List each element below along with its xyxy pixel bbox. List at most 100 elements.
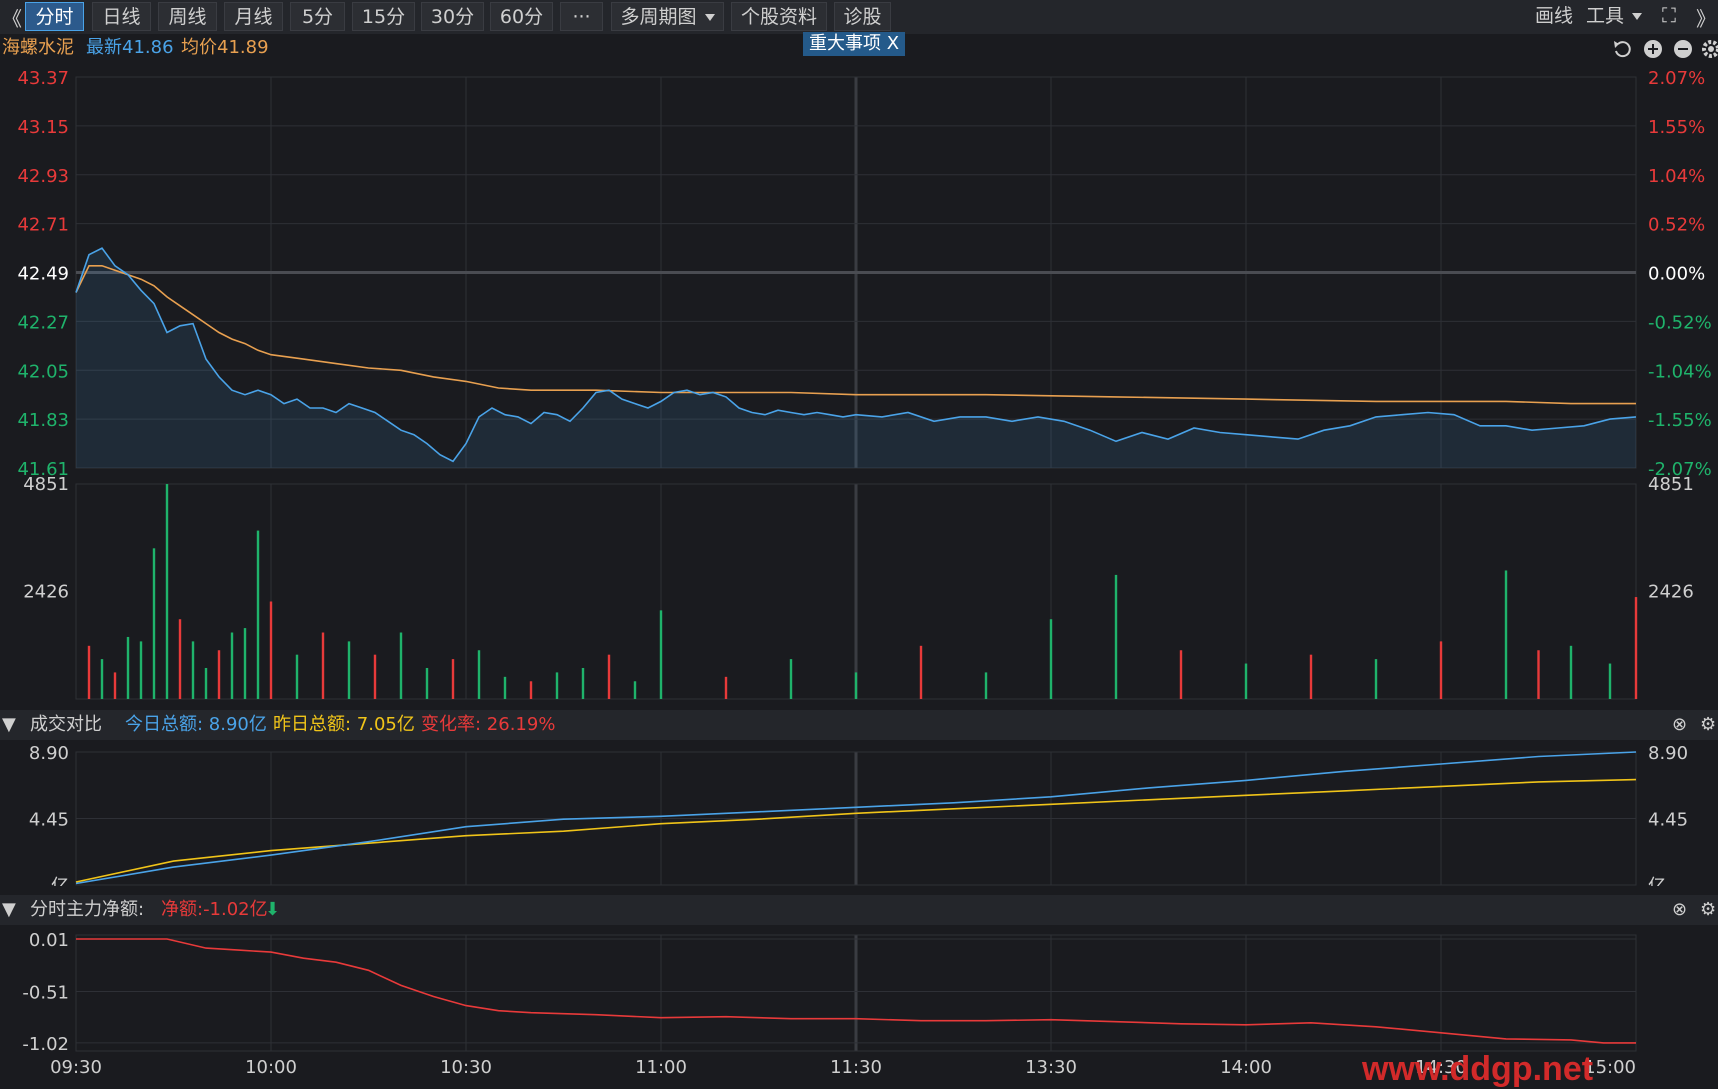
major-events-tag[interactable]: 重大事项 X: [803, 32, 905, 56]
tab-weekly[interactable]: 周线: [158, 2, 217, 31]
zoom-out-icon[interactable]: [1674, 40, 1692, 58]
tab-daily[interactable]: 日线: [92, 2, 151, 31]
average-price-line: [75, 265, 1636, 405]
volume-bar: [178, 619, 182, 699]
price-tick-label: 42.49: [17, 264, 69, 285]
percent-tick-label: 0.52%: [1648, 215, 1705, 236]
time-tick-label: 14:30: [1415, 1057, 1467, 1078]
tab-diagnosis[interactable]: 诊股: [834, 2, 891, 31]
volume-bar: [607, 654, 611, 699]
turnover-tick-label: 8.90: [1648, 743, 1688, 764]
more-periods-button[interactable]: ···: [560, 2, 603, 31]
volume-bar: [1439, 641, 1443, 699]
volume-bar: [529, 681, 533, 699]
percent-tick-label: -2.07%: [1648, 459, 1712, 480]
volume-bar: [633, 681, 637, 699]
price-tick-label: 42.05: [17, 361, 69, 382]
volume-bar: [152, 548, 156, 699]
volume-bar: [854, 672, 858, 699]
volume-bar: [659, 610, 663, 699]
volume-bar: [243, 628, 247, 699]
price-line: [75, 247, 1637, 463]
plot-border: [75, 934, 1637, 1052]
volume-bar: [1309, 654, 1313, 699]
percent-tick-label: 1.55%: [1648, 117, 1705, 138]
volume-bar: [1537, 650, 1540, 699]
turnover-compare-chart: 8.90 8.90 4.45 4.45 亿 亿: [29, 743, 1688, 886]
price-tick-label: 41.61: [17, 459, 69, 480]
volume-bar: [919, 645, 923, 699]
time-tick-label: 11:30: [830, 1057, 882, 1078]
volume-bar: [269, 601, 273, 699]
turnover-tick-label: 8.90: [29, 743, 69, 764]
tab-5min[interactable]: 5分: [290, 2, 345, 31]
tools-dropdown[interactable]: 工具: [1586, 2, 1643, 31]
tab-30min[interactable]: 30分: [421, 2, 484, 31]
volume-bar: [1504, 570, 1508, 699]
volume-bar: [503, 676, 507, 699]
multi-period-dropdown[interactable]: 多周期图: [611, 2, 724, 31]
tab-stock-profile[interactable]: 个股资料: [731, 2, 827, 31]
time-tick-label: 11:00: [635, 1057, 687, 1078]
turnover-tick-label: 4.45: [29, 810, 69, 831]
price-tick-label: 43.15: [17, 117, 69, 138]
tools-label: 工具: [1586, 5, 1625, 27]
volume-bar: [139, 641, 143, 699]
price-tick-label: 42.93: [17, 166, 69, 187]
zoom-in-icon[interactable]: [1644, 40, 1662, 58]
tab-15min[interactable]: 15分: [352, 2, 415, 31]
volume-bar: [347, 641, 351, 699]
volume-bar: [321, 632, 325, 699]
volume-bar: [1374, 659, 1378, 699]
volume-bar: [1608, 663, 1612, 699]
tab-monthly[interactable]: 月线: [224, 2, 283, 31]
tab-intraday[interactable]: 分时: [25, 2, 84, 31]
volume-bar: [230, 632, 234, 699]
volume-bar: [217, 650, 221, 699]
gear-icon[interactable]: [1702, 40, 1718, 58]
nav-next-icon[interactable]: 》: [1696, 7, 1716, 31]
volume-bar: [451, 659, 455, 699]
turnover-compare-title: 成交对比: [30, 714, 102, 735]
undo-icon[interactable]: [1614, 41, 1631, 58]
draw-line-button[interactable]: 画线: [1535, 5, 1574, 27]
volume-bar: [113, 672, 117, 699]
price-tick-label: 41.83: [17, 410, 69, 431]
time-tick-label: 14:00: [1220, 1057, 1272, 1078]
volume-bar: [204, 667, 208, 699]
time-tick-label: 10:00: [245, 1057, 297, 1078]
time-tick-label: 15:00: [1584, 1057, 1636, 1078]
tab-60min[interactable]: 60分: [490, 2, 553, 31]
time-tick-label: 10:30: [440, 1057, 492, 1078]
net-flow-line: [76, 938, 1636, 1044]
price-tick-label: 43.37: [17, 68, 69, 89]
change-rate-label: 变化率: 26.19%: [421, 714, 556, 735]
close-icon[interactable]: ⊗: [1672, 899, 1688, 920]
net-flow-title: 分时主力净额:: [30, 899, 145, 920]
volume-bar: [165, 484, 169, 699]
gear-icon[interactable]: ⚙: [1700, 714, 1717, 735]
stock-name: 海螺水泥: [2, 37, 74, 58]
volume-tick-label: 2426: [1648, 582, 1694, 603]
net-flow-header: ▼ 分时主力净额: 净额:-1.02亿 ⬇ ⊗ ⚙: [0, 895, 1718, 925]
percent-tick-label: -1.55%: [1648, 410, 1712, 431]
volume-tick-label: 4851: [23, 474, 69, 495]
nav-prev-icon[interactable]: 《: [2, 7, 22, 31]
fullscreen-icon[interactable]: ⛶: [1662, 3, 1676, 27]
volume-tick-label: 4851: [1648, 474, 1694, 495]
today-turnover-line: [75, 751, 1637, 885]
gear-icon[interactable]: ⚙: [1700, 899, 1717, 920]
collapse-netflow-icon[interactable]: ▼: [2, 899, 16, 920]
collapse-turnover-icon[interactable]: ▼: [2, 714, 16, 735]
volume-bar: [1179, 650, 1183, 699]
percent-tick-label: 0.00%: [1648, 264, 1705, 285]
percent-tick-label: 2.07%: [1648, 68, 1705, 89]
latest-price-label: 最新41.86: [86, 37, 174, 58]
close-icon[interactable]: ⊗: [1672, 714, 1688, 735]
volume-bar: [126, 636, 130, 699]
turnover-tick-label: 亿: [51, 876, 69, 886]
volume-bar: [1569, 645, 1573, 699]
volume-bar: [477, 650, 481, 699]
percent-tick-label: 1.04%: [1648, 166, 1705, 187]
net-flow-tick-label: 0.01: [29, 930, 69, 951]
